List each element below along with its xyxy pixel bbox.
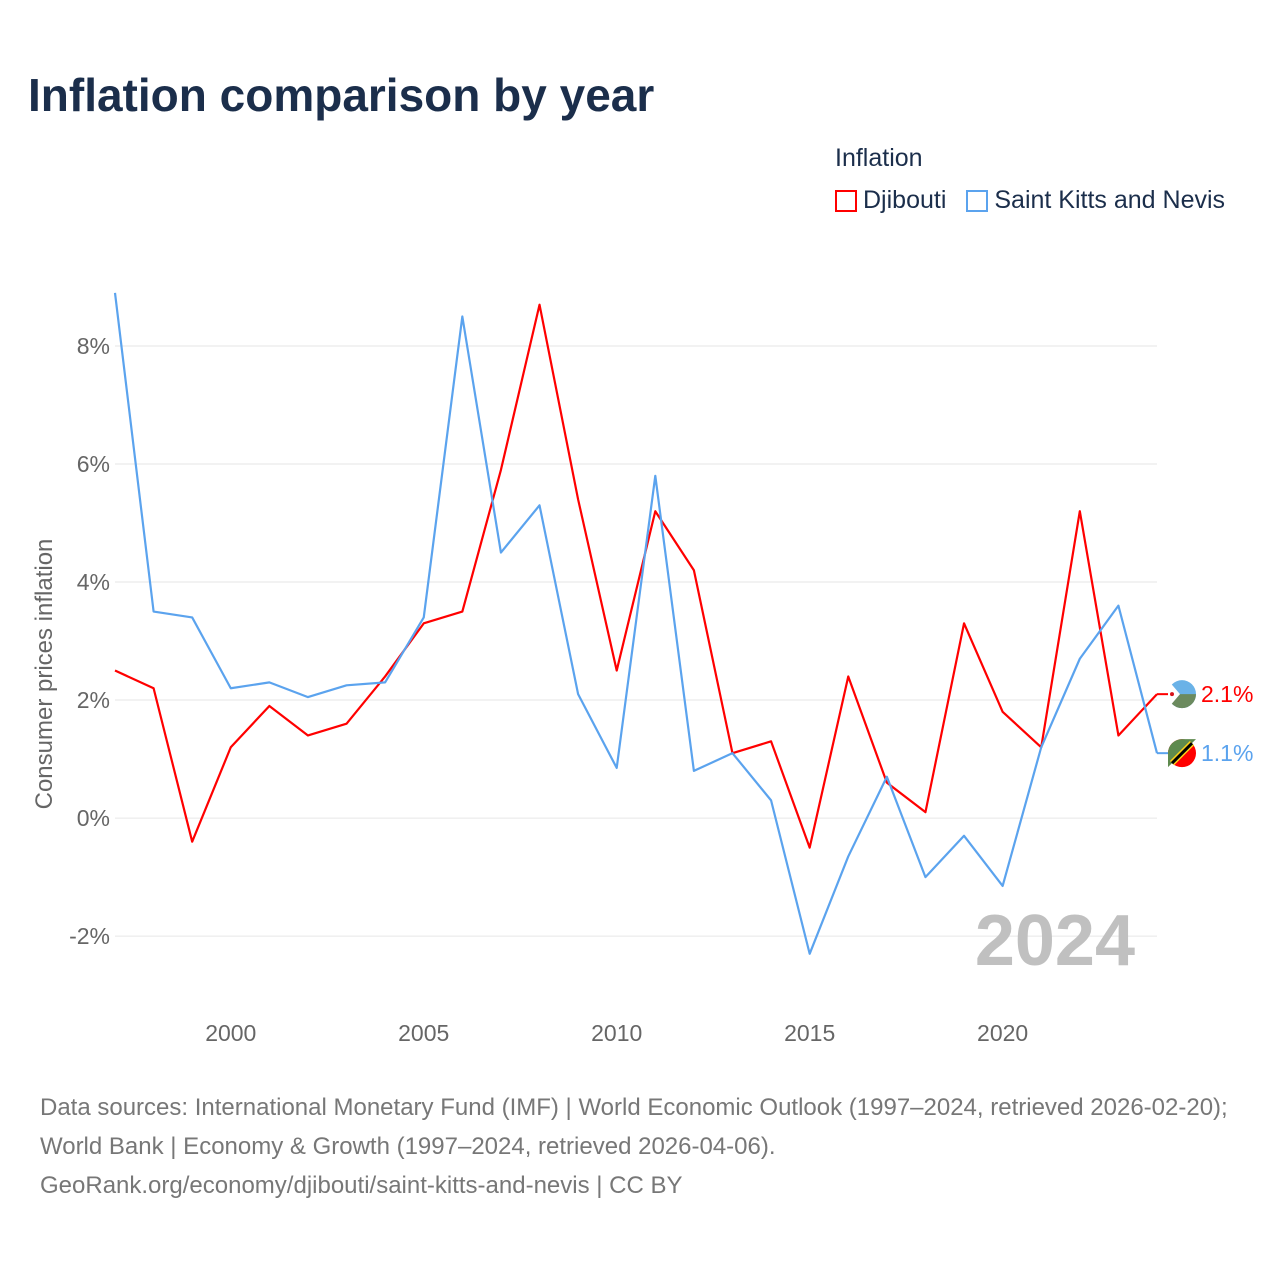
- y-tick-label: -2%: [69, 923, 110, 949]
- x-tick-label: 2010: [591, 1020, 642, 1046]
- legend-label: Saint Kitts and Nevis: [994, 186, 1226, 214]
- flag-star: [1170, 692, 1174, 697]
- year-watermark: 2024: [975, 901, 1135, 981]
- x-tick-label: 2020: [977, 1020, 1028, 1046]
- legend-label: Djibouti: [863, 186, 947, 214]
- legend-item-djibouti[interactable]: Djibouti: [835, 186, 946, 215]
- y-tick-label: 2%: [77, 687, 110, 713]
- y-axis-label: Consumer prices inflation: [31, 539, 58, 810]
- flag-part: [1170, 742, 1194, 765]
- x-tick-label: 2005: [398, 1020, 449, 1046]
- end-value-label: 2.1%: [1201, 681, 1253, 707]
- y-tick-label: 6%: [77, 451, 110, 477]
- legend-title: Inflation: [835, 144, 923, 172]
- end-value-label: 1.1%: [1201, 740, 1253, 766]
- y-tick-label: 8%: [77, 333, 110, 359]
- source-line-1: Data sources: International Monetary Fun…: [40, 1094, 1228, 1160]
- series-line-saint-kitts-and-nevis: [113, 292, 1159, 955]
- x-tick-label: 2015: [784, 1020, 835, 1046]
- legend-item-saint-kitts-and-nevis[interactable]: Saint Kitts and Nevis: [966, 186, 1225, 215]
- chart-title: Inflation comparison by year: [28, 69, 655, 121]
- y-tick-label: 4%: [77, 569, 110, 595]
- legend-swatch-icon: [966, 189, 989, 212]
- source-line-2[interactable]: GeoRank.org/economy/djibouti/saint-kitts…: [40, 1172, 683, 1199]
- x-tick-label: 2000: [205, 1020, 256, 1046]
- source-note: Data sources: International Monetary Fun…: [40, 1088, 1250, 1205]
- legend-swatch-icon: [835, 189, 857, 212]
- series-line-djibouti: [114, 303, 1158, 849]
- legend: Djibouti Saint Kitts and Nevis: [835, 186, 1225, 215]
- y-tick-label: 0%: [77, 805, 110, 831]
